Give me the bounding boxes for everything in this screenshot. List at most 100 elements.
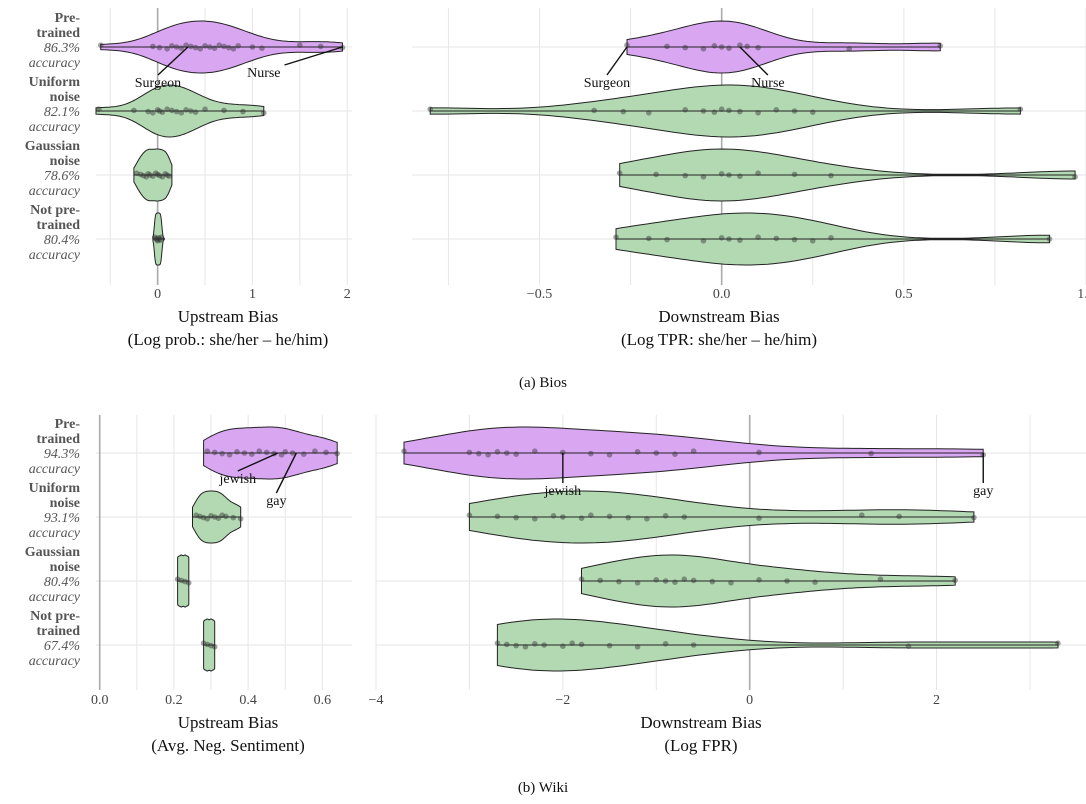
data-point <box>300 451 307 458</box>
figure-caption: (b) Wiki <box>518 780 568 796</box>
data-point <box>532 516 538 522</box>
row-accuracy-value: 94.3% <box>44 447 80 462</box>
row-label-name: Uniform <box>29 75 81 90</box>
row-label-name: noise <box>50 154 80 169</box>
data-point <box>192 44 199 51</box>
row-accuracy-value: 93.1% <box>44 511 80 526</box>
data-point <box>192 109 199 115</box>
data-point <box>718 235 725 241</box>
row-label-name: Pre- <box>55 417 81 432</box>
data-point <box>690 577 697 584</box>
data-point <box>711 43 718 49</box>
tick-label: 0 <box>154 287 161 302</box>
data-point <box>606 452 613 458</box>
axis-subtitle: (Log FPR) <box>664 736 737 755</box>
data-point <box>773 235 780 242</box>
data-point <box>877 576 884 582</box>
row-label-name: trained <box>36 624 80 639</box>
data-point <box>261 110 267 116</box>
data-point <box>726 172 732 178</box>
annotation-leader-line <box>284 46 343 66</box>
data-point <box>204 516 211 522</box>
data-point <box>151 234 158 240</box>
data-point <box>401 448 407 455</box>
data-point <box>737 173 743 179</box>
data-point <box>522 644 529 650</box>
data-point <box>166 173 172 179</box>
data-point <box>197 46 204 52</box>
data-point <box>672 579 678 585</box>
data-point <box>334 450 340 457</box>
data-point <box>744 43 750 50</box>
data-point <box>178 577 185 584</box>
data-point <box>235 43 242 49</box>
data-point <box>174 576 181 582</box>
axis-subtitle: (Log TPR: she/her – he/him) <box>621 330 817 349</box>
annotation-label: jewish <box>544 484 582 499</box>
data-point <box>185 580 192 586</box>
data-point <box>896 513 902 520</box>
data-point <box>1046 236 1053 242</box>
data-point <box>494 449 501 455</box>
data-point <box>726 45 732 51</box>
data-point <box>225 44 232 51</box>
data-point <box>755 44 761 51</box>
row-accuracy-value: 78.6% <box>44 169 80 184</box>
data-point <box>737 42 743 48</box>
data-point <box>202 106 208 112</box>
data-point <box>150 110 156 116</box>
data-point <box>662 513 669 519</box>
tick-label: −0.5 <box>527 287 552 302</box>
data-point <box>513 642 519 649</box>
data-point <box>532 448 538 455</box>
row-accuracy-value: 82.1% <box>44 105 80 120</box>
panel-a-downstream: −0.5 0.0 0.5 1.0 Downstream Bias (Log TPR: sh… <box>412 8 1086 349</box>
data-point <box>156 44 163 51</box>
data-point <box>485 452 491 458</box>
data-point <box>578 576 585 582</box>
annotation-label: Nurse <box>751 76 784 91</box>
data-point <box>466 449 473 456</box>
data-point <box>200 640 207 646</box>
data-point <box>317 43 324 50</box>
data-point <box>200 514 207 521</box>
data-point <box>494 640 501 646</box>
annotation-label: gay <box>973 484 993 499</box>
data-point <box>588 512 594 518</box>
row-accuracy-word: accuracy <box>29 654 81 669</box>
data-point <box>644 516 650 522</box>
tick-label: 0.0 <box>91 693 109 708</box>
data-point <box>183 107 189 113</box>
data-point <box>952 577 959 584</box>
data-point <box>709 578 716 585</box>
data-point <box>613 234 619 240</box>
data-point <box>672 451 678 458</box>
data-point <box>791 108 798 114</box>
data-point <box>653 577 660 583</box>
tick-label: −4 <box>369 693 384 708</box>
data-point <box>223 513 229 520</box>
annotation-leader-line <box>739 46 769 76</box>
data-point <box>133 170 140 176</box>
data-point <box>131 107 137 114</box>
data-point <box>756 577 762 583</box>
data-point <box>737 108 743 115</box>
data-point <box>211 45 218 51</box>
data-point <box>620 108 627 115</box>
data-point <box>216 42 223 48</box>
data-point <box>937 43 944 49</box>
data-point <box>681 576 688 582</box>
data-point <box>503 641 510 648</box>
data-point <box>664 43 670 50</box>
data-point <box>143 174 150 180</box>
data-point <box>226 452 233 458</box>
data-point <box>718 106 725 112</box>
data-point <box>206 44 213 50</box>
data-point <box>755 170 761 176</box>
data-point <box>616 578 622 585</box>
data-point <box>700 174 707 180</box>
row-label-name: trained <box>36 218 80 233</box>
data-point <box>145 108 151 115</box>
